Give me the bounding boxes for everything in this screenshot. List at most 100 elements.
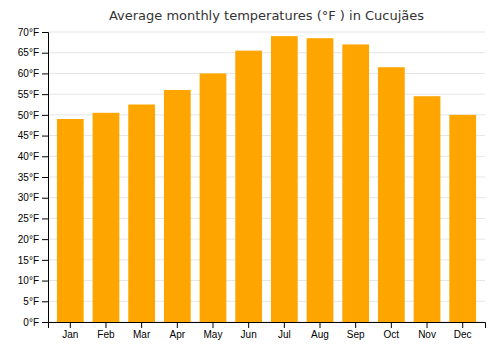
x-tick: Jun [241,322,257,340]
y-tick-label: 25°F [18,213,39,224]
grid-line [48,32,485,33]
y-tick: 55°F [18,89,48,100]
x-tick-label: Aug [311,329,329,340]
x-tick-label: Oct [384,329,400,340]
y-tick-label: 40°F [18,151,39,162]
x-tick-mark [391,322,392,328]
bar [235,51,262,322]
x-tick-mark [177,322,178,328]
y-tick-mark [42,218,48,219]
x-tick-label: Apr [170,329,186,340]
y-tick-mark [42,94,48,95]
y-tick-mark [42,136,48,137]
x-tick-label: Dec [454,329,472,340]
y-tick: 20°F [18,234,48,245]
bar [449,115,476,322]
x-tick-mark [105,322,106,328]
x-tick: Dec [454,322,472,340]
x-tick: Aug [311,322,329,340]
bar [93,113,120,322]
x-tick-mark [212,322,213,328]
x-tick-mark [355,322,356,328]
bar [57,119,84,322]
x-tick: Nov [418,322,436,340]
y-tick-mark [42,115,48,116]
bar [378,67,405,322]
bar [200,73,227,322]
y-tick-mark [42,32,48,33]
y-tick-label: 65°F [18,47,39,58]
bar [307,38,334,322]
y-tick-label: 45°F [18,130,39,141]
y-tick: 0°F [23,317,48,328]
x-tick: Apr [170,322,186,340]
y-tick-label: 55°F [18,89,39,100]
y-tick-label: 30°F [18,192,39,203]
y-axis-line [42,33,49,323]
y-tick: 50°F [18,110,48,121]
y-tick: 65°F [18,47,48,58]
y-tick-label: 5°F [23,296,39,307]
y-tick-label: 0°F [23,317,39,328]
y-tick-mark [42,73,48,74]
y-tick-label: 60°F [18,68,39,79]
grid [48,32,485,322]
y-tick-mark [42,156,48,157]
grid-line [48,73,485,74]
chart-container: 0°F 5°F 10°F 15°F 20°F 25°F 30°F 35°F 40°F 45°F 50… [0,0,500,350]
y-tick-label: 35°F [18,172,39,183]
y-tick-label: 10°F [18,275,39,286]
y-tick-mark [42,322,48,323]
chart-title: Average monthly temperatures (°F ) in Cu… [109,8,424,23]
x-tick: May [204,322,223,340]
x-axis-line [49,323,486,329]
y-tick-mark [42,53,48,54]
y-tick: 30°F [18,192,48,203]
bar [128,105,155,323]
x-tick: Mar [133,322,151,340]
y-tick-mark [42,260,48,261]
y-tick: 40°F [18,151,48,162]
y-tick-mark [42,198,48,199]
x-tick-mark [284,322,285,328]
bar [164,90,191,322]
y-tick: 10°F [18,275,48,286]
y-tick: 25°F [18,213,48,224]
y-tick-mark [42,301,48,302]
chart-svg: 0°F 5°F 10°F 15°F 20°F 25°F 30°F 35°F 40°F 45°F 50… [0,0,500,350]
x-tick-mark [70,322,71,328]
x-tick: Feb [97,322,115,340]
bar [414,96,441,322]
bars [57,36,476,322]
x-tick-label: Feb [97,329,115,340]
x-tick: Oct [384,322,400,340]
x-tick-label: Jul [278,329,291,340]
grid-line [48,52,485,53]
x-tick-label: Jun [241,329,257,340]
y-tick-mark [42,239,48,240]
x-tick-mark [427,322,428,328]
bar [342,44,369,322]
y-tick: 70°F [18,27,48,38]
x-tick-mark [462,322,463,328]
x-tick-label: May [204,329,223,340]
y-tick: 45°F [18,130,48,141]
x-tick-label: Jan [62,329,78,340]
y-tick: 60°F [18,68,48,79]
y-tick-label: 50°F [18,110,39,121]
x-tick-label: Mar [133,329,151,340]
grid-line [48,94,485,95]
y-tick-label: 20°F [18,234,39,245]
x-tick-mark [141,322,142,328]
y-axis: 0°F 5°F 10°F 15°F 20°F 25°F 30°F 35°F 40°F 45°F 50… [18,27,49,328]
y-tick-label: 15°F [18,255,39,266]
x-tick-label: Sep [347,329,365,340]
x-tick-label: Nov [418,329,436,340]
x-tick: Sep [347,322,365,340]
x-tick: Jul [278,322,291,340]
x-tick-mark [248,322,249,328]
y-tick: 5°F [23,296,48,307]
bar [271,36,298,322]
x-tick-mark [320,322,321,328]
y-tick-mark [42,177,48,178]
